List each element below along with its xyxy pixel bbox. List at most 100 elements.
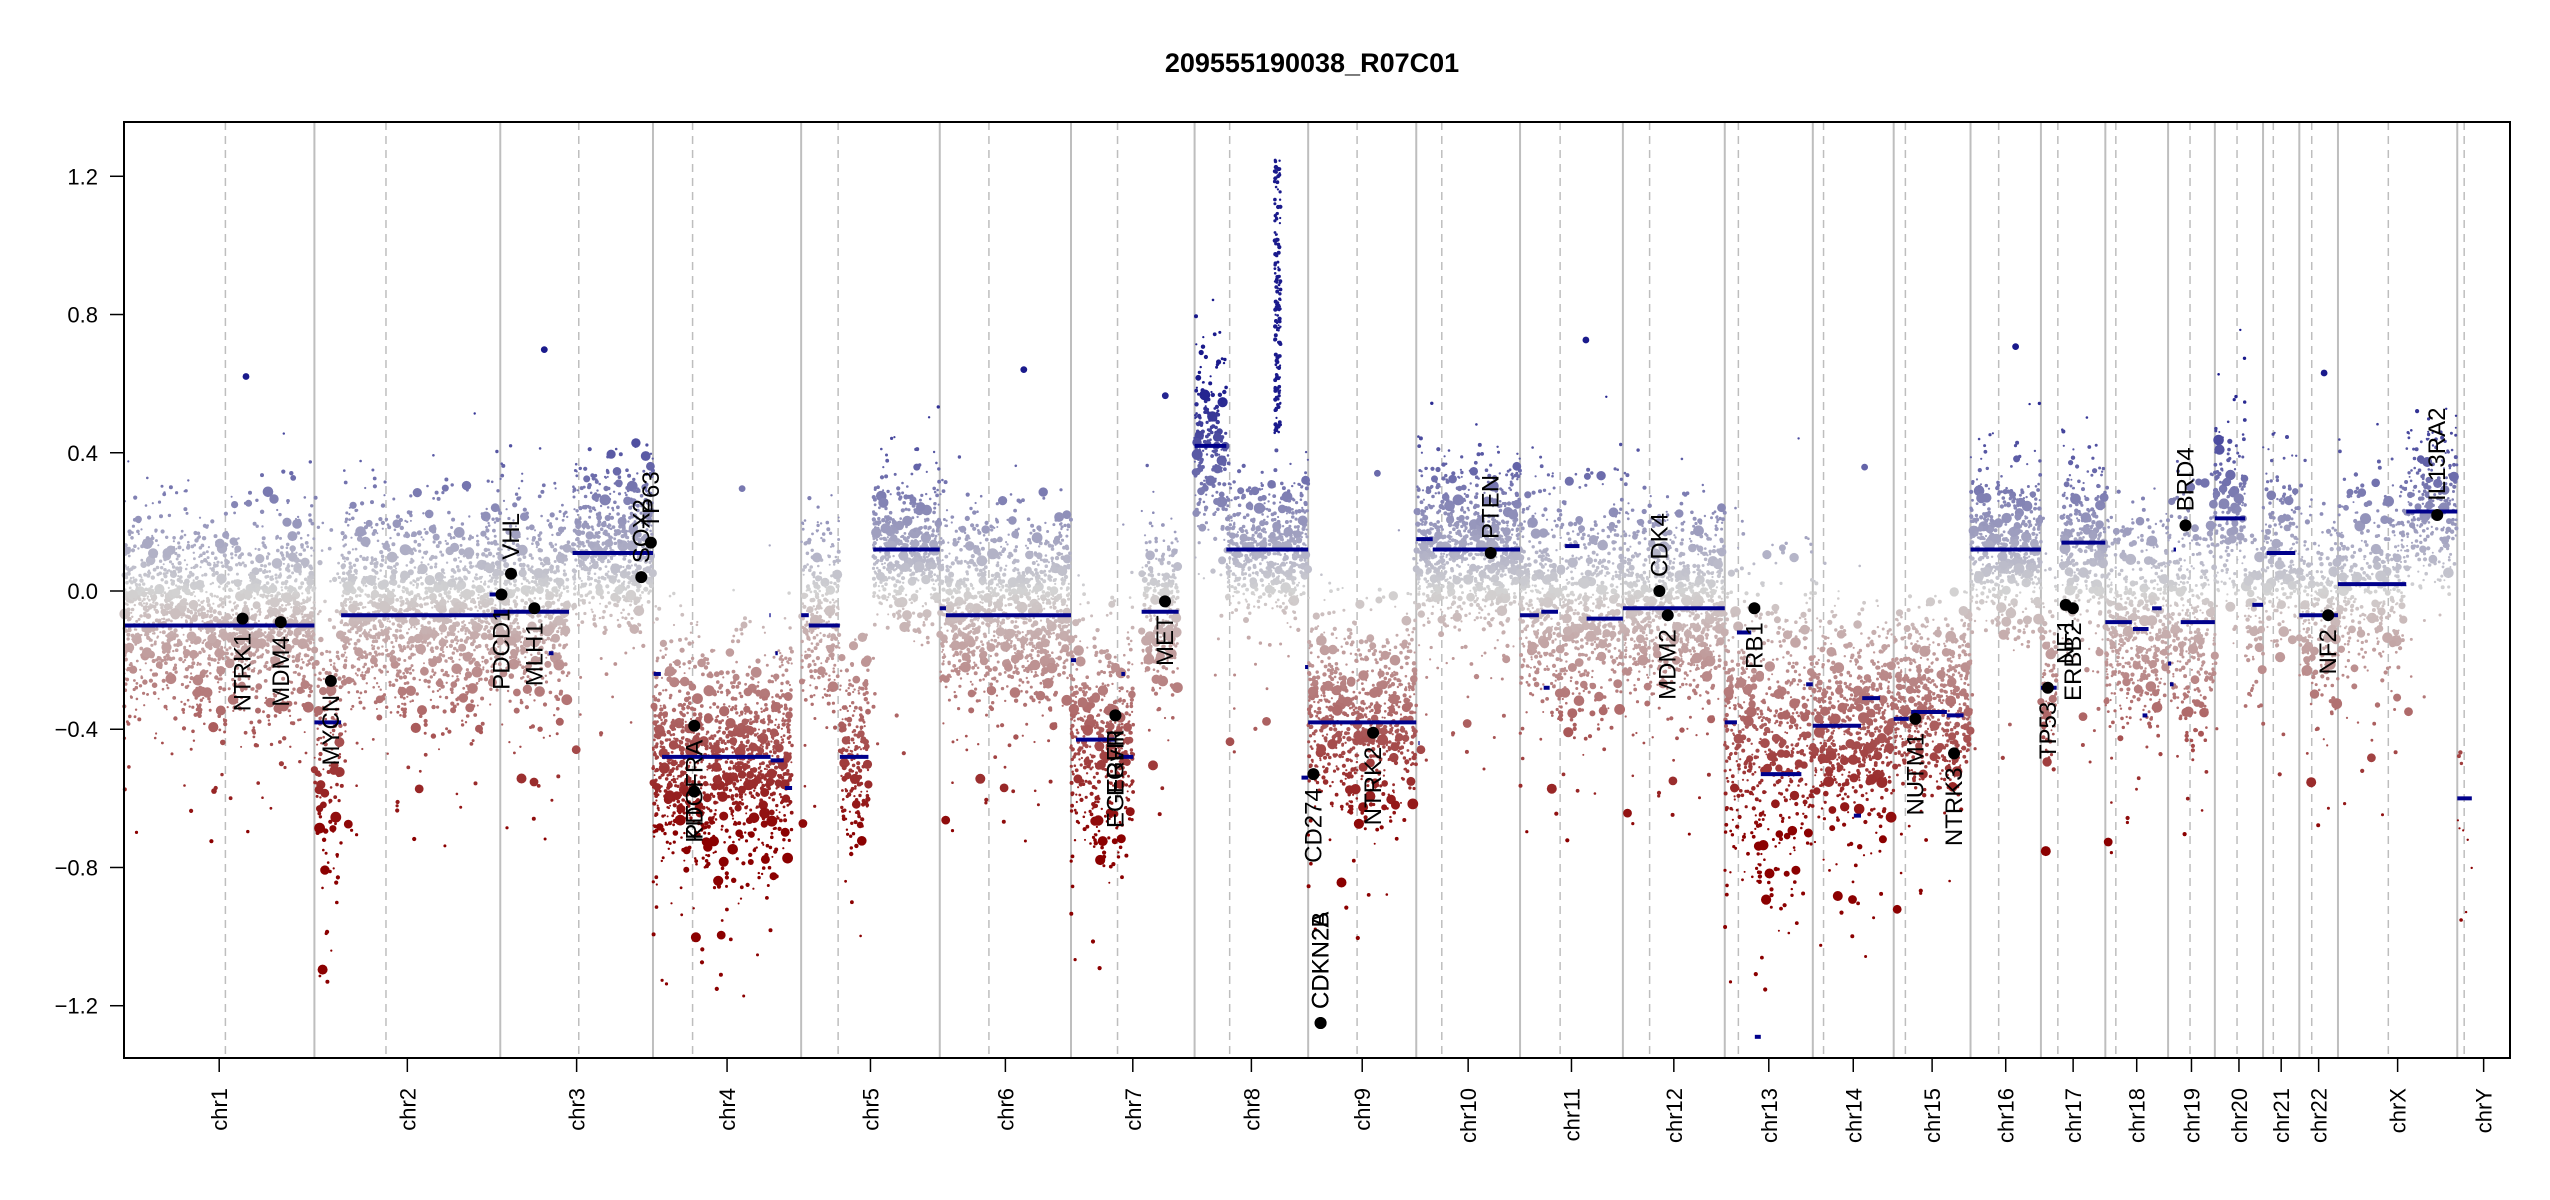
probe-point bbox=[442, 646, 445, 648]
probe-point bbox=[160, 608, 167, 615]
probe-point bbox=[370, 644, 374, 647]
probe-point bbox=[413, 653, 416, 656]
probe-point bbox=[441, 619, 445, 623]
probe-point bbox=[603, 625, 607, 630]
probe-point bbox=[286, 705, 289, 708]
probe-point bbox=[413, 597, 418, 601]
probe-point bbox=[267, 552, 270, 555]
probe-point bbox=[433, 671, 437, 675]
probe-point bbox=[553, 714, 556, 717]
probe-point bbox=[160, 658, 164, 663]
probe-point bbox=[213, 561, 216, 564]
probe-point bbox=[126, 618, 130, 622]
probe-point bbox=[575, 523, 582, 530]
probe-point bbox=[453, 557, 458, 562]
probe-point bbox=[314, 770, 321, 777]
probe-point bbox=[352, 573, 355, 577]
probe-point bbox=[392, 573, 397, 578]
probe-point bbox=[553, 481, 557, 485]
probe-point bbox=[513, 707, 520, 714]
probe-point bbox=[310, 521, 315, 526]
probe-point bbox=[370, 595, 374, 599]
probe-point bbox=[199, 566, 202, 569]
probe-point bbox=[298, 631, 302, 635]
probe-point bbox=[444, 635, 448, 639]
probe-point bbox=[625, 564, 631, 570]
probe-point bbox=[523, 573, 526, 576]
probe-point bbox=[285, 554, 290, 558]
probe-point bbox=[376, 646, 380, 650]
probe-point bbox=[378, 621, 384, 626]
probe-point bbox=[328, 658, 333, 663]
probe-point bbox=[381, 694, 385, 699]
probe-point bbox=[627, 488, 630, 491]
probe-point bbox=[597, 493, 601, 498]
probe-point bbox=[621, 594, 626, 599]
probe-point bbox=[337, 575, 341, 580]
probe-point bbox=[167, 586, 170, 590]
probe-point bbox=[232, 657, 237, 662]
probe-point bbox=[208, 700, 211, 703]
probe-point bbox=[456, 675, 459, 678]
probe-point bbox=[605, 584, 610, 589]
probe-point bbox=[127, 644, 132, 648]
probe-point bbox=[127, 554, 131, 558]
probe-point bbox=[280, 688, 283, 691]
probe-point bbox=[249, 579, 252, 582]
probe-point bbox=[235, 572, 239, 576]
probe-point bbox=[380, 503, 386, 508]
probe-point bbox=[475, 573, 478, 576]
probe-point bbox=[257, 605, 261, 609]
probe-point bbox=[169, 630, 174, 635]
probe-point bbox=[209, 582, 212, 586]
probe-point bbox=[476, 704, 479, 707]
probe-point bbox=[528, 524, 535, 531]
probe-point bbox=[261, 647, 264, 650]
probe-point bbox=[420, 627, 423, 631]
probe-point bbox=[396, 556, 399, 559]
probe-point bbox=[390, 641, 394, 644]
probe-point bbox=[455, 648, 459, 652]
probe-point bbox=[535, 583, 539, 587]
probe-point bbox=[350, 536, 353, 539]
probe-point bbox=[214, 556, 218, 560]
probe-point bbox=[244, 501, 248, 505]
probe-point bbox=[265, 660, 269, 665]
probe-point bbox=[478, 730, 484, 735]
probe-point bbox=[181, 726, 187, 731]
probe-point bbox=[557, 664, 560, 667]
probe-point bbox=[281, 676, 286, 681]
probe-point bbox=[412, 583, 415, 587]
probe-point bbox=[663, 831, 667, 836]
probe-point bbox=[440, 732, 445, 736]
probe-point bbox=[285, 633, 289, 638]
probe-point bbox=[474, 576, 479, 581]
probe-point bbox=[546, 519, 550, 523]
probe-point bbox=[161, 630, 166, 635]
probe-point bbox=[692, 731, 695, 734]
probe-point bbox=[415, 627, 418, 630]
probe-point bbox=[303, 731, 306, 734]
probe-point bbox=[261, 653, 265, 656]
probe-point bbox=[601, 543, 605, 546]
probe-point bbox=[329, 786, 333, 789]
probe-point bbox=[249, 553, 253, 557]
probe-point bbox=[135, 619, 139, 623]
probe-point bbox=[237, 587, 241, 590]
probe-point bbox=[261, 796, 264, 799]
probe-point bbox=[318, 974, 322, 978]
probe-point bbox=[601, 524, 605, 527]
probe-point bbox=[560, 602, 564, 607]
probe-point bbox=[728, 705, 731, 708]
probe-point bbox=[218, 690, 221, 694]
probe-point bbox=[439, 598, 447, 607]
probe-point bbox=[418, 549, 422, 553]
probe-point bbox=[621, 616, 624, 619]
probe-point bbox=[280, 545, 284, 550]
probe-point bbox=[198, 677, 203, 682]
probe-point bbox=[616, 579, 621, 583]
probe-point bbox=[188, 599, 199, 610]
probe-point bbox=[461, 589, 473, 600]
probe-point bbox=[180, 616, 183, 619]
probe-point bbox=[557, 589, 560, 592]
